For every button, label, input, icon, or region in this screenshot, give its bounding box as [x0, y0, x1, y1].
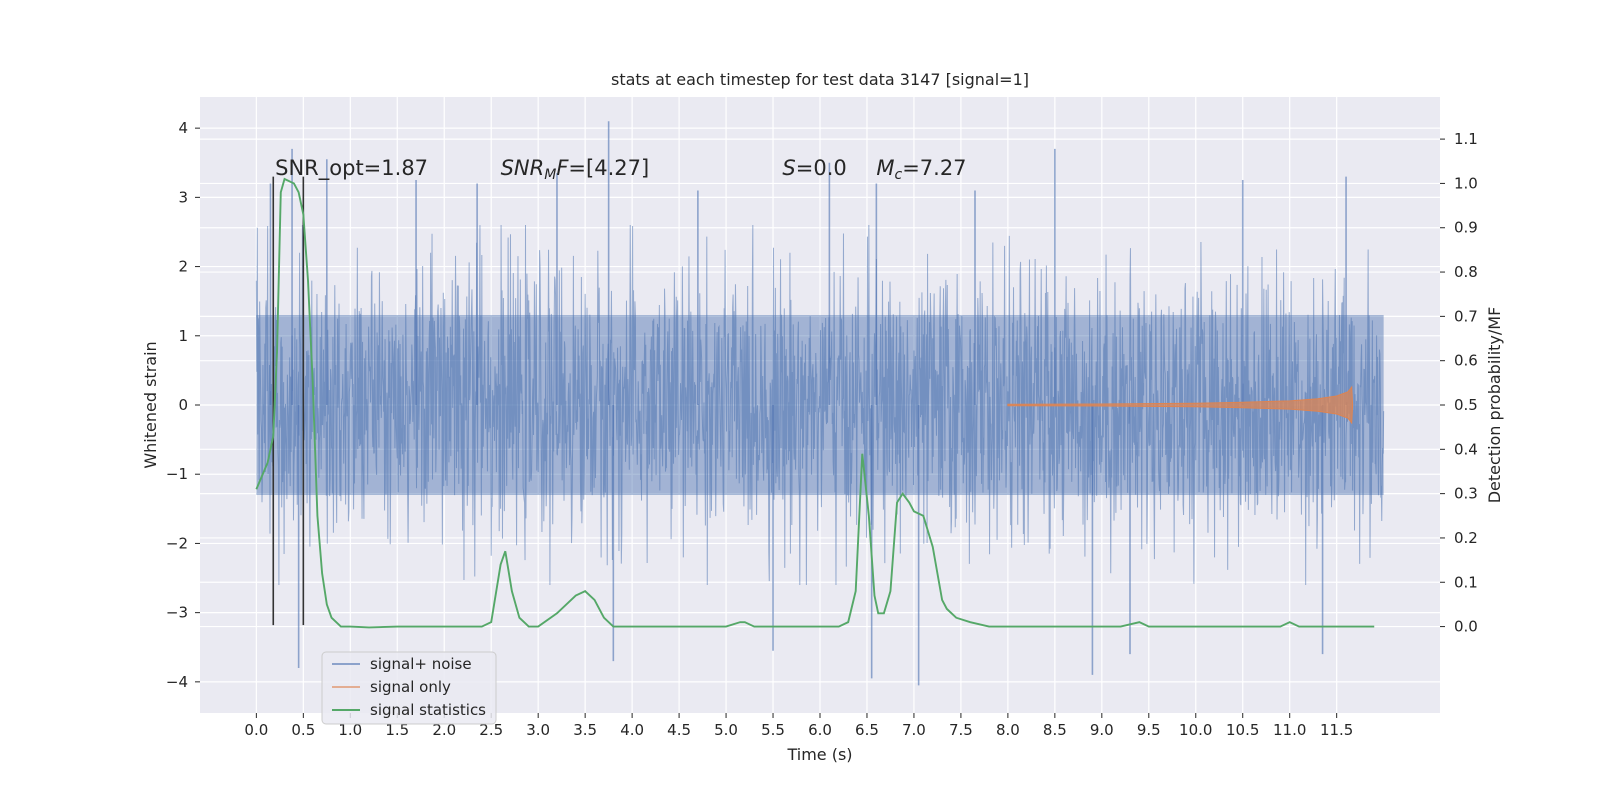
- y-tick-label: 1: [178, 327, 188, 345]
- chart-title: stats at each timestep for test data 314…: [611, 70, 1029, 89]
- x-tick-label: 11.0: [1273, 721, 1306, 739]
- x-tick-label: 2.0: [432, 721, 456, 739]
- x-axis-label: Time (s): [786, 745, 852, 764]
- x-tick-label: 10.0: [1179, 721, 1212, 739]
- annotation-snr-opt: SNR_opt=1.87: [275, 156, 428, 181]
- signal-only-series: [1007, 385, 1354, 425]
- y2-tick-label: 0.5: [1454, 396, 1478, 414]
- y2-axis-label: Detection probability/MF: [1485, 307, 1504, 504]
- y-tick-label: −2: [166, 534, 188, 552]
- x-tick-label: 11.5: [1320, 721, 1353, 739]
- x-tick-label: 2.5: [479, 721, 503, 739]
- axis-ticks: 0.0 0.5 1.0 1.5 2.0 2.5 3.0 3.5 4.0 4.5 5.0 5.5 6.0 6…: [166, 119, 1478, 739]
- x-tick-label: 5.5: [761, 721, 785, 739]
- x-tick-label: 9.0: [1090, 721, 1114, 739]
- y2-tick-label: 1.1: [1454, 130, 1478, 148]
- y2-tick-label: 0.2: [1454, 529, 1478, 547]
- x-tick-label: 6.0: [808, 721, 832, 739]
- x-tick-label: 8.5: [1043, 721, 1067, 739]
- y-tick-label: −1: [166, 465, 188, 483]
- signal-only-envelope: [1007, 385, 1354, 425]
- x-tick-label: 1.0: [338, 721, 362, 739]
- annotation-s-stat: S=0.0: [782, 156, 846, 180]
- y2-tick-label: 0.4: [1454, 440, 1478, 458]
- x-tick-label: 0.0: [244, 721, 268, 739]
- annotations: SNR_opt=1.87 SNRMF=[4.27] S=0.0 Mc=7.27: [275, 156, 966, 183]
- y2-tick-label: 1.0: [1454, 174, 1478, 192]
- y-tick-label: −3: [166, 604, 188, 622]
- y-tick-label: 3: [178, 188, 188, 206]
- x-tick-label: 3.5: [573, 721, 597, 739]
- y2-tick-label: 0.3: [1454, 485, 1478, 503]
- legend-box: [321, 651, 497, 725]
- x-tick-label: 1.5: [385, 721, 409, 739]
- x-tick-label: 4.5: [667, 721, 691, 739]
- y-tick-label: 0: [178, 396, 188, 414]
- legend: signal+ noise signal only signal statistic…: [321, 651, 497, 725]
- y2-tick-label: 0.9: [1454, 219, 1478, 237]
- annotation-chirp-mass: Mc=7.27: [876, 156, 966, 183]
- x-tick-label: 0.5: [291, 721, 315, 739]
- x-tick-label: 10.5: [1226, 721, 1259, 739]
- x-tick-label: 7.5: [949, 721, 973, 739]
- signal-statistics-line: [255, 177, 1375, 629]
- x-tick-label: 3.0: [526, 721, 550, 739]
- legend-label: signal+ noise: [370, 655, 472, 673]
- y2-tick-label: 0.6: [1454, 352, 1478, 370]
- x-tick-label: 8.0: [996, 721, 1020, 739]
- y-tick-label: −4: [166, 673, 188, 691]
- signal-noise-trace: [255, 225, 1385, 585]
- legend-label: signal statistics: [370, 701, 486, 719]
- x-tick-label: 5.0: [714, 721, 738, 739]
- marker-lines: [272, 176, 305, 626]
- signal-statistics-series: [255, 177, 1375, 629]
- y-tick-label: 4: [178, 119, 188, 137]
- y-axis-label: Whitened strain: [141, 341, 160, 468]
- annotation-snr-mf: SNRMF=[4.27]: [501, 156, 650, 183]
- y2-tick-label: 0.7: [1454, 307, 1478, 325]
- x-tick-label: 9.5: [1137, 721, 1161, 739]
- y2-tick-label: 0.1: [1454, 573, 1478, 591]
- y2-tick-label: 0.0: [1454, 618, 1478, 636]
- x-tick-label: 4.0: [620, 721, 644, 739]
- y2-tick-label: 0.8: [1454, 263, 1478, 281]
- y-tick-label: 2: [178, 258, 188, 276]
- legend-label: signal only: [370, 678, 451, 696]
- x-tick-label: 7.0: [902, 721, 926, 739]
- x-tick-label: 6.5: [855, 721, 879, 739]
